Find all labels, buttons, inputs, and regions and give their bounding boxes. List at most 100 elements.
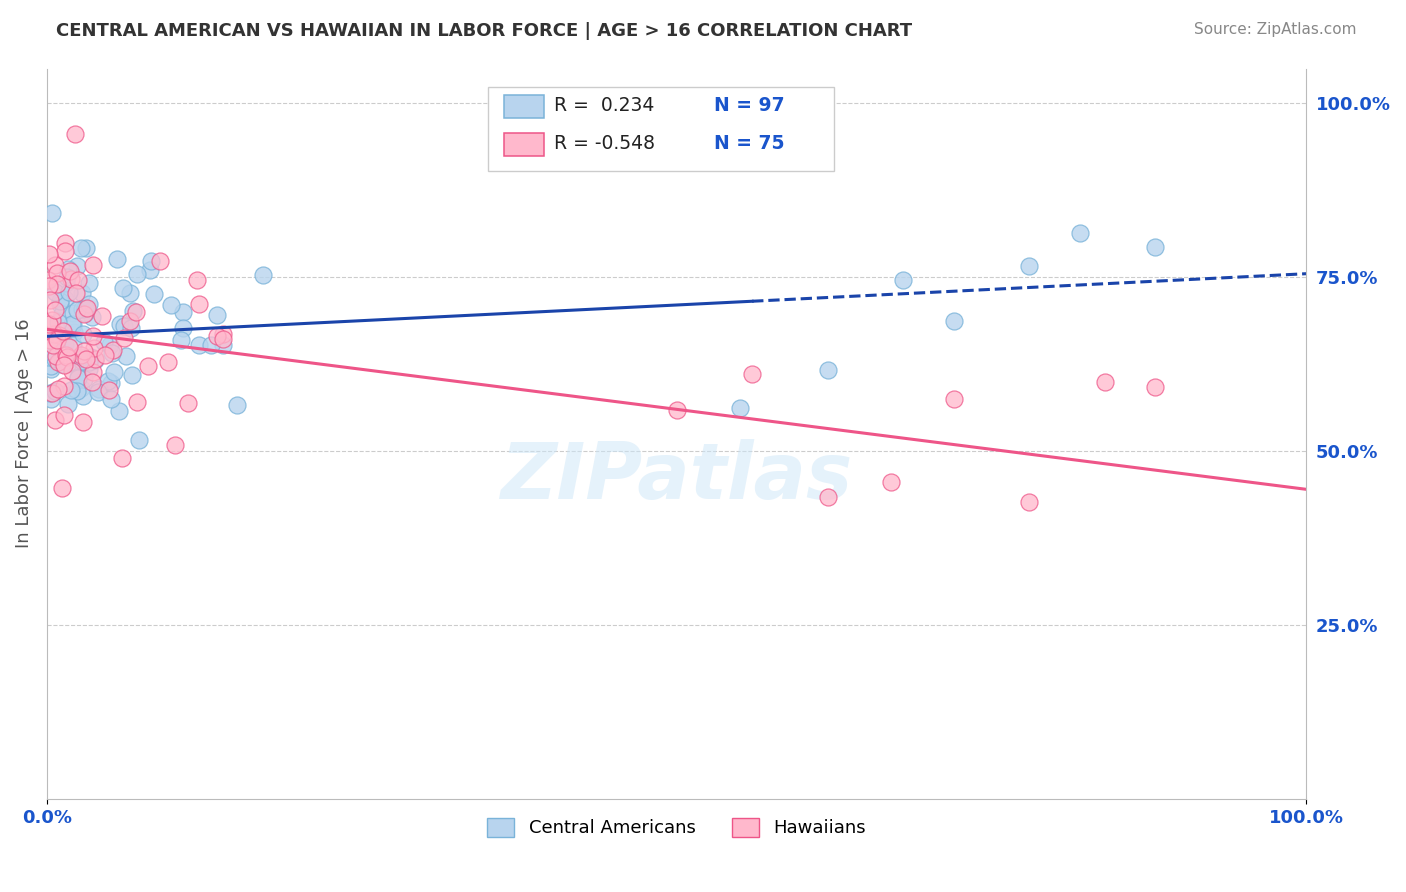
Point xyxy=(70,285,93,300)
Point xyxy=(120,314,142,328)
Point xyxy=(212,338,235,352)
Point xyxy=(62,318,84,332)
Point xyxy=(125,305,148,319)
Point xyxy=(118,286,141,301)
Point xyxy=(1144,380,1167,394)
Point xyxy=(70,241,93,255)
Point xyxy=(72,327,94,342)
Point xyxy=(75,306,97,320)
Legend: Central Americans, Hawaiians: Central Americans, Hawaiians xyxy=(479,811,873,845)
Point xyxy=(139,263,162,277)
Point xyxy=(51,307,73,321)
Point xyxy=(66,384,89,399)
Point xyxy=(83,351,105,366)
Point xyxy=(62,306,84,320)
Point xyxy=(55,348,77,362)
Point xyxy=(73,372,96,386)
Point xyxy=(55,276,77,290)
Point xyxy=(46,355,69,369)
Point xyxy=(39,293,62,307)
Point xyxy=(44,412,66,426)
Point xyxy=(70,349,93,363)
Point xyxy=(108,404,131,418)
Point xyxy=(101,346,124,360)
Point xyxy=(44,303,66,318)
Point xyxy=(80,350,103,364)
Point xyxy=(66,259,89,273)
Point xyxy=(59,263,82,277)
Point xyxy=(187,337,209,351)
Point xyxy=(170,333,193,347)
Point xyxy=(80,310,103,324)
Point xyxy=(53,236,76,251)
FancyBboxPatch shape xyxy=(488,87,834,170)
Point xyxy=(97,375,120,389)
Point xyxy=(41,362,63,376)
Point xyxy=(46,334,69,348)
Point xyxy=(69,352,91,367)
Point xyxy=(37,273,59,287)
Point xyxy=(100,392,122,407)
Point xyxy=(891,272,914,286)
Point xyxy=(39,386,62,401)
Point xyxy=(45,349,67,363)
Point xyxy=(38,278,60,293)
Point xyxy=(46,277,69,291)
Point xyxy=(205,309,228,323)
Point xyxy=(53,293,76,307)
Point xyxy=(97,384,120,398)
Point xyxy=(879,475,901,490)
Point xyxy=(121,304,143,318)
Point xyxy=(52,359,75,373)
Text: ZIPatlas: ZIPatlas xyxy=(501,440,852,516)
Point xyxy=(52,324,75,338)
Point xyxy=(49,297,72,311)
Point xyxy=(66,370,89,384)
Point xyxy=(58,356,80,370)
Point xyxy=(73,344,96,359)
Point xyxy=(77,276,100,290)
Point xyxy=(112,331,135,345)
Point xyxy=(205,328,228,343)
Point xyxy=(44,384,66,398)
Point xyxy=(817,490,839,504)
Point xyxy=(58,285,80,300)
Point xyxy=(37,350,59,364)
Point xyxy=(49,294,72,309)
Point xyxy=(1018,260,1040,274)
Point xyxy=(56,261,79,276)
Y-axis label: In Labor Force | Age > 16: In Labor Force | Age > 16 xyxy=(15,318,32,549)
Point xyxy=(127,267,149,281)
Point xyxy=(70,354,93,368)
Point xyxy=(59,383,82,397)
FancyBboxPatch shape xyxy=(503,95,544,118)
Point xyxy=(159,298,181,312)
Point xyxy=(77,297,100,311)
Point xyxy=(142,286,165,301)
Point xyxy=(120,320,142,334)
Point xyxy=(172,305,194,319)
Point xyxy=(1018,494,1040,508)
Point xyxy=(69,350,91,364)
Point xyxy=(111,451,134,466)
Point xyxy=(90,309,112,323)
Point xyxy=(59,272,82,286)
Point xyxy=(66,302,89,317)
Point xyxy=(72,389,94,403)
Point xyxy=(46,315,69,329)
Point xyxy=(105,252,128,267)
Point xyxy=(94,348,117,362)
Point xyxy=(70,302,93,317)
Point xyxy=(76,301,98,315)
Point xyxy=(87,385,110,400)
Point xyxy=(141,254,163,268)
Point xyxy=(46,333,69,347)
Text: CENTRAL AMERICAN VS HAWAIIAN IN LABOR FORCE | AGE > 16 CORRELATION CHART: CENTRAL AMERICAN VS HAWAIIAN IN LABOR FO… xyxy=(56,22,912,40)
Point xyxy=(87,382,110,396)
Point xyxy=(212,327,235,342)
Point xyxy=(817,363,839,377)
Point xyxy=(165,437,187,451)
Point xyxy=(125,395,148,409)
Point xyxy=(186,273,208,287)
Text: N = 75: N = 75 xyxy=(714,134,785,153)
